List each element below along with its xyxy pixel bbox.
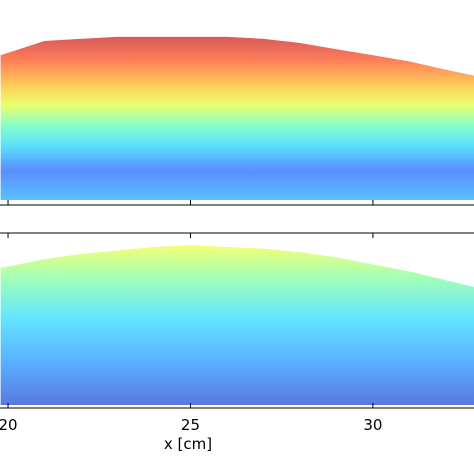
particle-texture xyxy=(0,245,474,405)
axes-frame xyxy=(0,232,474,409)
x-tick-label: 25 xyxy=(181,416,200,434)
axes-frame xyxy=(0,204,474,206)
x-axis-label: x [cm] xyxy=(164,435,212,453)
particle-texture xyxy=(0,36,474,200)
x-tick-label: 30 xyxy=(363,416,382,434)
x-tick-label: 20 xyxy=(0,416,18,434)
